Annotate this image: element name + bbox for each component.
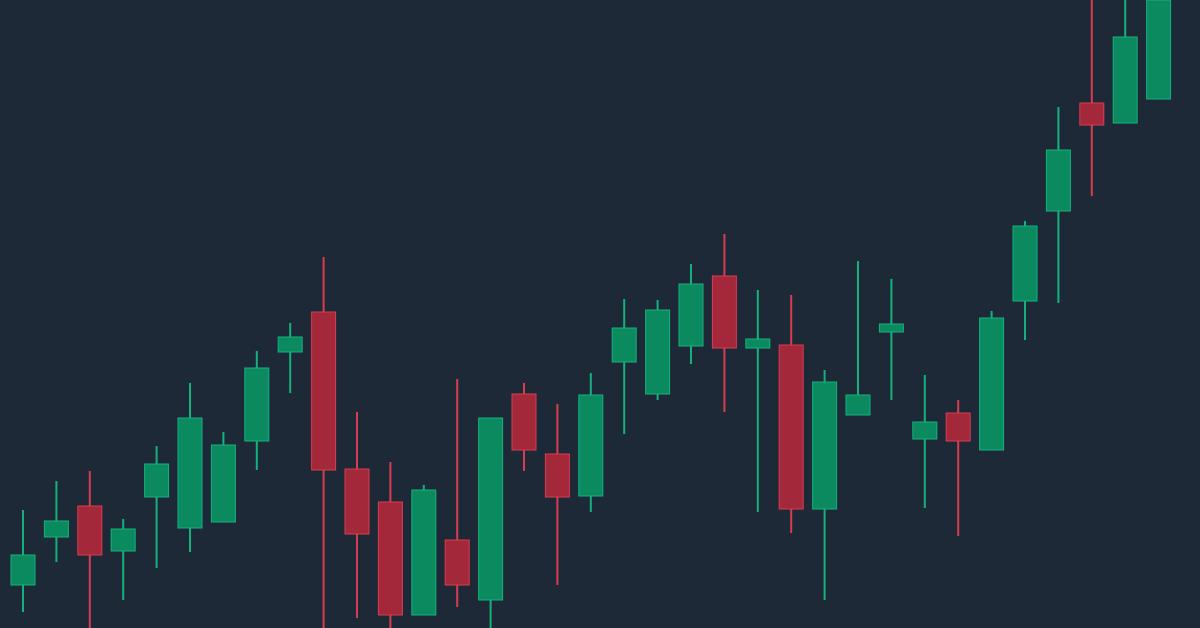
- candle-body: [1112, 36, 1138, 124]
- candle-body: [110, 528, 136, 552]
- candle-body: [478, 417, 504, 601]
- candle-body: [511, 393, 537, 451]
- candle-body: [945, 412, 971, 442]
- candle-body: [645, 309, 671, 395]
- candle-body: [878, 323, 904, 333]
- candle-body: [144, 463, 170, 498]
- candle-body: [544, 453, 570, 498]
- candle-body: [611, 327, 637, 363]
- candle-body: [210, 444, 236, 523]
- candle-body: [77, 505, 103, 556]
- candle-body: [745, 338, 771, 349]
- candle-body: [678, 283, 704, 347]
- candle-body: [1012, 225, 1038, 302]
- candle-body: [845, 394, 871, 416]
- candle-body: [912, 421, 938, 440]
- candle-body: [812, 381, 838, 510]
- candle-body: [1146, 0, 1172, 100]
- candle-body: [979, 317, 1005, 451]
- candle-body: [1045, 149, 1071, 212]
- candle-body: [43, 520, 69, 538]
- candle-body: [244, 367, 270, 442]
- candle-body: [344, 468, 370, 535]
- candle-body: [444, 539, 470, 586]
- candle-body: [711, 275, 737, 349]
- candle-body: [277, 336, 303, 353]
- candle-body: [778, 344, 804, 510]
- candle-body: [377, 501, 403, 616]
- candle-body: [311, 311, 337, 471]
- candle-body: [411, 489, 437, 616]
- candle-body: [177, 417, 203, 529]
- candle-body: [578, 394, 604, 497]
- candle-body: [1079, 102, 1105, 126]
- candle-body: [10, 554, 36, 586]
